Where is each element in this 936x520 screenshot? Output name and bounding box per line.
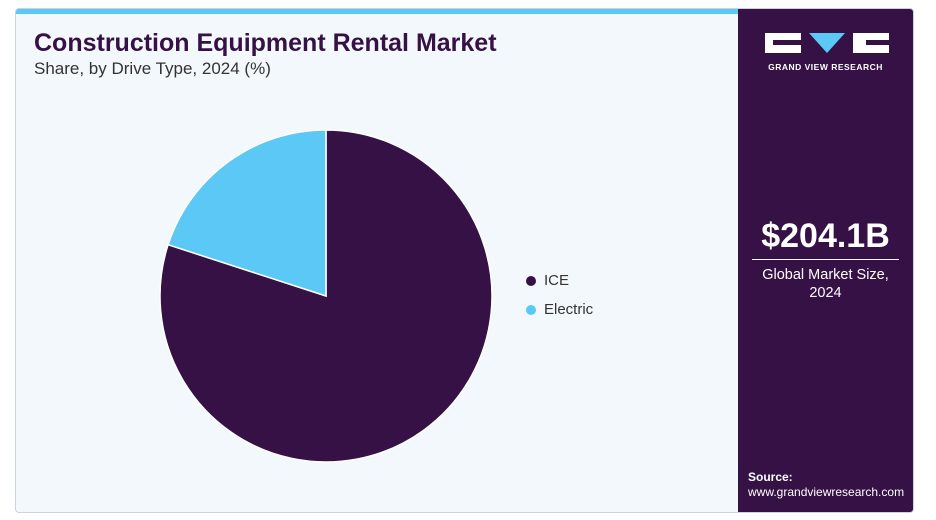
legend-label: Electric (544, 301, 594, 318)
source-url: www.grandviewresearch.com (748, 485, 905, 499)
card: ICE Electric Construction Equipment Renta… (15, 8, 914, 513)
source-label: Source: (748, 470, 793, 484)
legend-label: ICE (544, 272, 569, 289)
chart-title: Construction Equipment Rental Market (34, 29, 497, 57)
pie-slice (167, 129, 327, 298)
legend-marker (526, 305, 536, 315)
legend-marker (526, 276, 536, 286)
divider (752, 259, 899, 260)
chart-subtitle: Share, by Drive Type, 2024 (%) (34, 59, 271, 78)
logo (765, 33, 889, 53)
market-size-label: Global Market Size, 2024 (762, 267, 889, 301)
sidebar: GRAND VIEW RESEARCH $204.1B Global Marke… (738, 9, 913, 512)
pie-slice (159, 129, 493, 463)
market-size: $204.1B (761, 217, 890, 255)
brand-name: GRAND VIEW RESEARCH (768, 62, 883, 72)
chart: ICE Electric (159, 129, 594, 463)
accent-stripe (16, 9, 738, 14)
